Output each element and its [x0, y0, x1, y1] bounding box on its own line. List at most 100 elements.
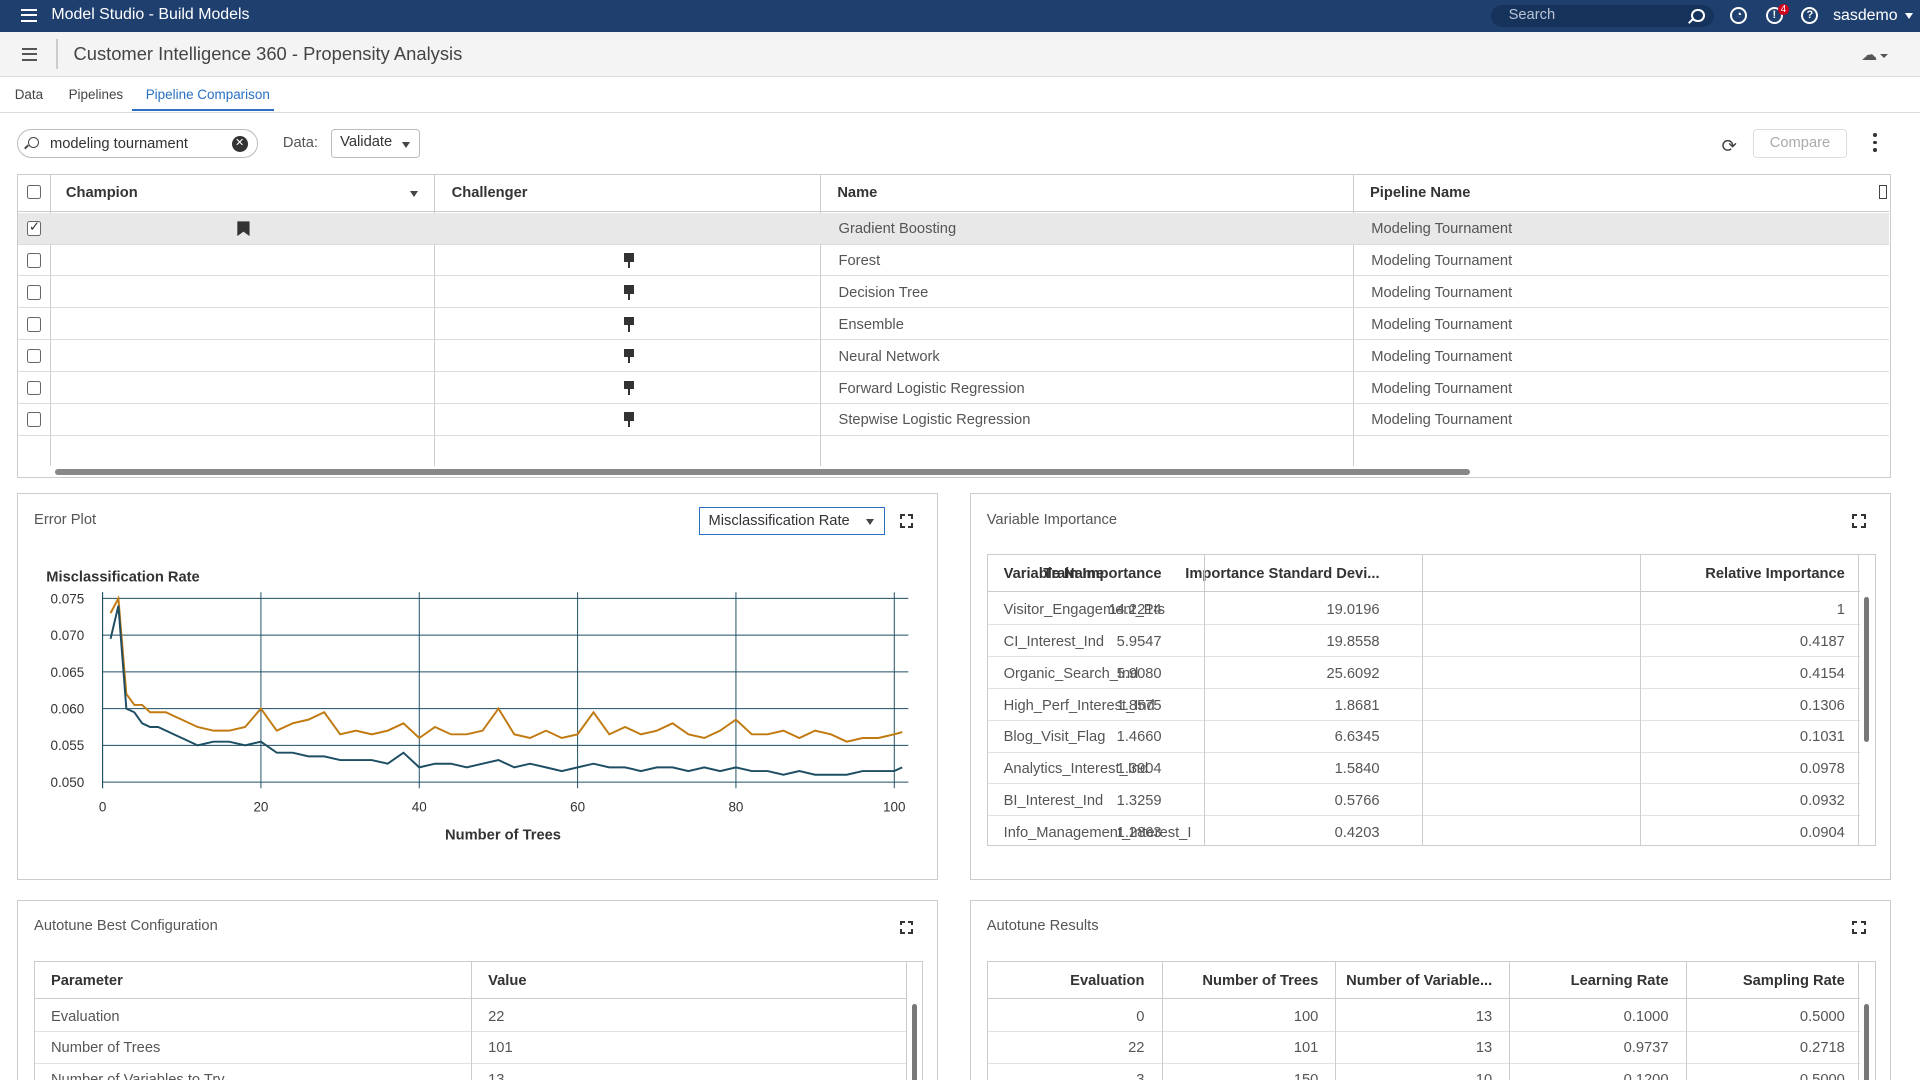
- column-header-learning-rate[interactable]: Learning Rate: [1570, 973, 1669, 990]
- table-row[interactable]: Blog_Visit_Flag 1.4660 6.6345 0.1031: [987, 721, 1860, 753]
- challenger-pin-icon[interactable]: [623, 253, 635, 268]
- table-row[interactable]: BI_Interest_Ind 1.3259 0.5766 0.0932: [987, 784, 1860, 817]
- table-row[interactable]: Analytics_Interest_Ind 1.3904 1.5840 0.0978: [987, 753, 1860, 785]
- column-header-number-of-trees[interactable]: Number of Trees: [1202, 973, 1319, 990]
- table-row[interactable]: 0 100 13 0.1000 0.5000: [987, 1000, 1860, 1032]
- column-header-pipeline-name[interactable]: Pipeline Name: [1369, 184, 1471, 201]
- y-tick-label: 0.055: [51, 738, 85, 753]
- more-options-icon[interactable]: [1873, 133, 1878, 155]
- tab-data[interactable]: Data: [14, 86, 44, 102]
- table-row[interactable]: Stepwise Logistic Regression Modeling Tou…: [18, 404, 1890, 436]
- table-row[interactable]: CI_Interest_Ind 5.9547 19.8558 0.4187: [987, 625, 1860, 658]
- expand-icon[interactable]: [1852, 920, 1866, 935]
- column-header-sampling-rate[interactable]: Sampling Rate: [1742, 973, 1845, 990]
- table-cell: 1.8575: [1116, 697, 1162, 714]
- autotune-best-config-panel: Autotune Best Configuration Parameter Va…: [17, 900, 938, 1080]
- tab-pipelines[interactable]: Pipelines: [68, 86, 124, 102]
- help-icon[interactable]: ?: [1801, 7, 1819, 25]
- horizontal-scrollbar[interactable]: [54, 468, 1471, 475]
- table-cell: 22: [488, 1008, 505, 1025]
- challenger-pin-icon[interactable]: [623, 412, 635, 428]
- table-row[interactable]: Number of Variables to Try 13: [35, 1064, 907, 1080]
- row-checkbox[interactable]: [26, 380, 42, 396]
- data-label: Data:: [282, 134, 318, 151]
- refresh-icon[interactable]: ⟳: [1721, 134, 1738, 156]
- table-cell: 1.2863: [1116, 824, 1162, 841]
- error-plot-panel: Error Plot Misclassification Rate Miscla…: [17, 493, 938, 881]
- user-menu[interactable]: sasdemo: [1833, 7, 1913, 25]
- pipeline-model-name: Stepwise Logistic Regression: [838, 412, 1031, 429]
- challenger-pin-icon[interactable]: [623, 285, 635, 300]
- row-checkbox[interactable]: [26, 316, 42, 332]
- column-options-icon[interactable]: [1879, 184, 1887, 200]
- column-header-variable-name[interactable]: Variable Name: [1003, 566, 1105, 583]
- data-partition-select[interactable]: Validate: [330, 128, 420, 158]
- table-cell: 0.1000: [1623, 1008, 1669, 1025]
- table-row[interactable]: Forest Modeling Tournament: [18, 245, 1890, 277]
- search-icon[interactable]: [1691, 8, 1705, 23]
- table-cell: 150: [1294, 1072, 1319, 1080]
- table-row[interactable]: 22 101 13 0.9737 0.2718: [987, 1032, 1860, 1064]
- project-bar: Customer Intelligence 360 - Propensity A…: [0, 31, 1920, 78]
- expand-icon[interactable]: [1852, 514, 1866, 528]
- row-checkbox[interactable]: [26, 219, 42, 237]
- table-cell: 0.4187: [1799, 633, 1845, 650]
- row-checkbox[interactable]: [26, 253, 42, 268]
- challenger-pin-icon[interactable]: [623, 348, 635, 364]
- table-row[interactable]: Forward Logistic Regression Modeling Tour…: [18, 372, 1890, 404]
- global-search-input[interactable]: Search: [1491, 4, 1715, 27]
- column-header-name[interactable]: Name: [837, 184, 878, 201]
- champion-icon[interactable]: [237, 221, 250, 237]
- table-row[interactable]: Visitor_Engagement_Pts 14.2214 19.0196 1: [987, 593, 1860, 626]
- filter-input[interactable]: modeling tournament ✕: [17, 128, 259, 158]
- recent-items-icon[interactable]: ◔: [1730, 7, 1748, 25]
- table-row[interactable]: Gradient Boosting Modeling Tournament: [18, 212, 1890, 245]
- expand-icon[interactable]: [899, 514, 914, 528]
- select-all-checkbox[interactable]: [26, 184, 42, 200]
- compare-button[interactable]: Compare: [1753, 128, 1847, 158]
- challenger-pin-icon[interactable]: [623, 380, 635, 396]
- project-list-icon[interactable]: [22, 47, 37, 65]
- column-divider: [1685, 962, 1687, 1080]
- column-header-evaluation[interactable]: Evaluation: [1070, 973, 1145, 990]
- notifications-icon[interactable]: !: [1765, 7, 1783, 25]
- table-row[interactable]: High_Perf_Interest_Ind 1.8575 1.8681 0.1306: [987, 689, 1860, 721]
- vertical-scrollbar[interactable]: [1864, 1003, 1870, 1080]
- hamburger-menu-icon[interactable]: [20, 8, 37, 22]
- pipeline-name: Modeling Tournament: [1371, 380, 1513, 397]
- table-row[interactable]: Ensemble Modeling Tournament: [18, 308, 1890, 341]
- table-cell: 1: [1836, 601, 1845, 618]
- table-row[interactable]: Decision Tree Modeling Tournament: [18, 277, 1890, 309]
- chevron-down-icon[interactable]: [409, 190, 418, 197]
- column-header-importance-std[interactable]: Importance Standard Devi...: [1185, 566, 1380, 583]
- pipeline-model-name: Ensemble: [838, 316, 904, 333]
- table-row[interactable]: Info_Management_Interest_I 1.2863 0.4203 0.…: [988, 816, 1860, 845]
- column-header-challenger[interactable]: Challenger: [451, 184, 528, 201]
- column-header-number-of-variables[interactable]: Number of Variable...: [1346, 973, 1493, 990]
- vertical-scrollbar[interactable]: [1864, 597, 1870, 742]
- challenger-pin-icon[interactable]: [623, 316, 635, 332]
- column-header-champion[interactable]: Champion: [65, 184, 138, 201]
- y-tick-label: 0.070: [51, 628, 85, 643]
- table-row[interactable]: Organic_Search_Ind 5.9080 25.6092 0.4154: [987, 657, 1860, 689]
- x-tick-label: 20: [253, 800, 268, 815]
- row-checkbox[interactable]: [26, 285, 42, 300]
- row-checkbox[interactable]: [26, 348, 42, 364]
- column-divider: [434, 174, 436, 467]
- table-row[interactable]: Neural Network Modeling Tournament: [18, 340, 1890, 372]
- clear-filter-icon[interactable]: ✕: [231, 135, 248, 152]
- variable-importance-panel: Variable Importance Variable Name Train …: [969, 493, 1891, 881]
- row-checkbox[interactable]: [26, 412, 42, 428]
- app-title: Model Studio - Build Models: [51, 6, 250, 24]
- table-cell: 14.2214: [1108, 601, 1162, 618]
- vertical-scrollbar[interactable]: [911, 1003, 917, 1080]
- column-header-parameter[interactable]: Parameter: [50, 973, 123, 990]
- expand-icon[interactable]: [899, 920, 914, 935]
- column-header-train-importance[interactable]: Train Importance: [1043, 566, 1162, 583]
- metric-select[interactable]: Misclassification Rate: [698, 506, 886, 535]
- project-actions-icon[interactable]: ☁: [1861, 45, 1888, 65]
- column-header-value[interactable]: Value: [488, 973, 527, 990]
- tab-pipeline-comparison[interactable]: Pipeline Comparison: [145, 86, 270, 102]
- table-row[interactable]: 3 150 10 0.1200 0.5000: [988, 1064, 1860, 1080]
- column-header-relative-importance[interactable]: Relative Importance: [1705, 566, 1845, 583]
